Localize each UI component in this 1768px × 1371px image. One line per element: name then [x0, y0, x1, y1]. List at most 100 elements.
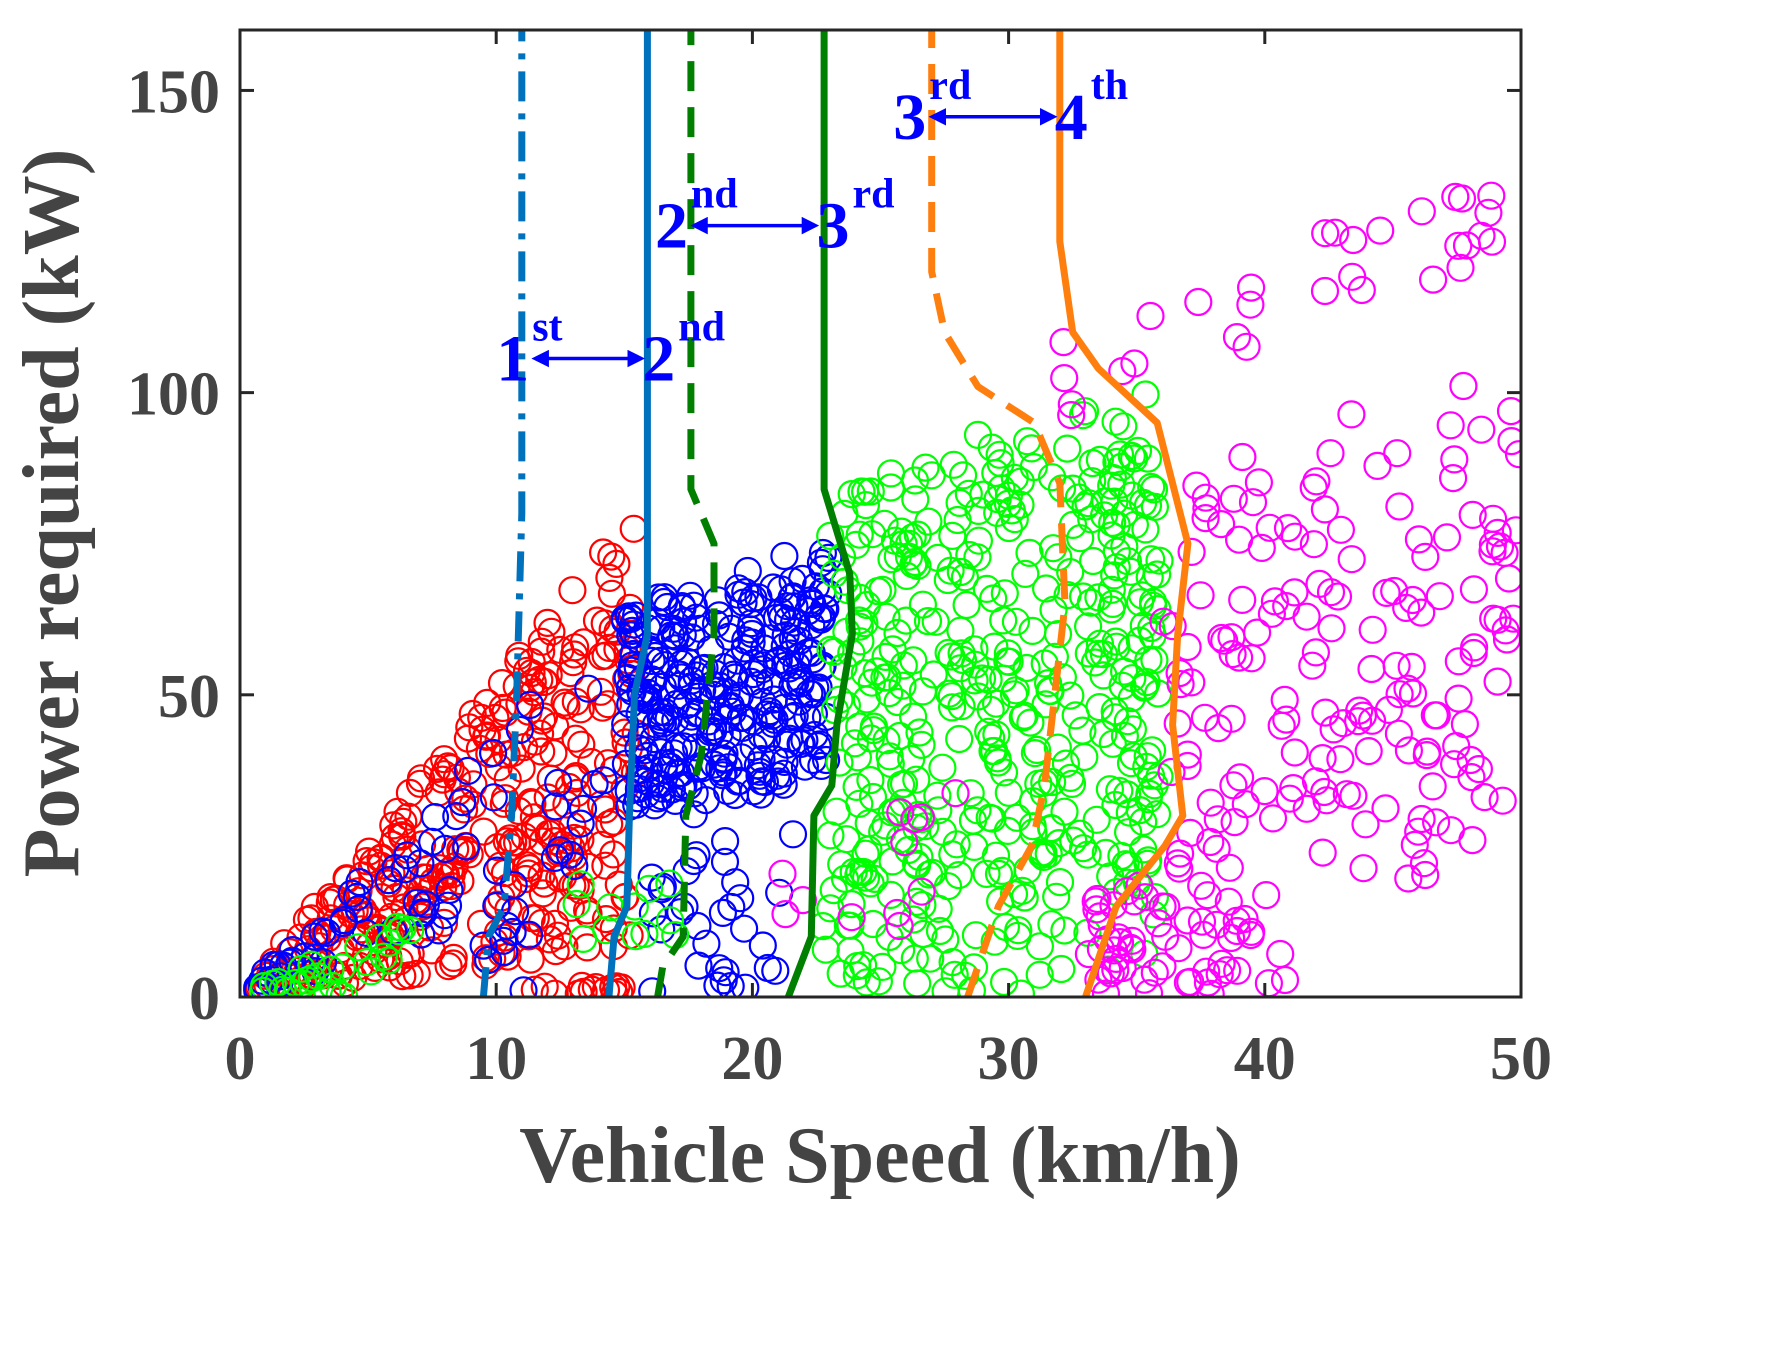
data-point [1270, 965, 1300, 995]
data-point [1319, 715, 1348, 744]
data-point [1024, 769, 1053, 798]
data-point [1129, 611, 1158, 640]
data-point [550, 688, 579, 717]
data-point [1025, 960, 1054, 989]
data-point [1186, 581, 1215, 610]
data-point [1057, 401, 1086, 430]
data-point [1347, 275, 1376, 305]
data-point [393, 841, 422, 870]
data-point [948, 461, 978, 490]
data-point [976, 695, 1005, 725]
data-point [720, 780, 750, 810]
data-point [530, 869, 559, 898]
data-point [1504, 440, 1521, 469]
data-point [1145, 546, 1174, 575]
data-point [1078, 546, 1108, 576]
data-point [541, 792, 570, 821]
data-point [1404, 525, 1434, 554]
data-point [541, 936, 570, 966]
data-point [1042, 882, 1071, 911]
data-point [540, 843, 570, 873]
data-point [561, 761, 591, 791]
data-point [1108, 357, 1137, 386]
scatter-series-4 [768, 181, 1521, 997]
data-point [617, 656, 646, 685]
data-point [1407, 197, 1436, 226]
data-point [1102, 447, 1131, 477]
data-point [646, 737, 675, 767]
data-point [1339, 781, 1368, 810]
data-point [1494, 564, 1521, 593]
data-point [759, 573, 788, 602]
data-point [1311, 698, 1340, 727]
data-point [709, 966, 738, 995]
data-point [567, 730, 596, 759]
data-point [448, 787, 477, 817]
data-point [666, 898, 695, 927]
data-point [899, 905, 928, 934]
gear-label-suffix: nd [691, 172, 738, 218]
data-point [1110, 721, 1140, 751]
data-point [935, 679, 964, 708]
data-point [941, 779, 970, 808]
data-point [1004, 916, 1033, 945]
data-point [519, 678, 549, 707]
data-point [533, 783, 562, 812]
x-tick-label: 30 [978, 1025, 1040, 1093]
data-point [655, 906, 685, 935]
data-point [1016, 708, 1045, 737]
data-point [712, 704, 741, 734]
data-point [1478, 537, 1507, 566]
data-point [439, 949, 468, 978]
data-point [1068, 582, 1098, 611]
data-point [1212, 956, 1242, 985]
data-point [569, 977, 598, 997]
data-point [1444, 684, 1473, 713]
data-point [1192, 494, 1221, 523]
data-point [1398, 585, 1427, 615]
data-point [502, 828, 532, 857]
data-point [883, 687, 912, 717]
data-point [1164, 934, 1193, 963]
data-point [703, 586, 732, 615]
data-point [1383, 439, 1412, 468]
data-point [780, 592, 809, 621]
x-tick-label: 20 [721, 1025, 783, 1093]
data-point [1057, 390, 1086, 419]
data-point [566, 809, 595, 838]
x-tick-label: 50 [1490, 1025, 1552, 1093]
data-point [595, 563, 624, 593]
data-point [1421, 808, 1451, 837]
data-point [1001, 607, 1031, 636]
data-point [595, 809, 624, 839]
data-point [1298, 651, 1327, 680]
data-point [558, 576, 587, 605]
data-point [540, 979, 569, 997]
data-point [504, 796, 533, 826]
data-point [1418, 265, 1448, 294]
data-point [589, 766, 618, 795]
data-point [845, 857, 874, 886]
data-point [1459, 575, 1489, 604]
data-point [1236, 920, 1265, 950]
data-point [1137, 736, 1167, 765]
data-point [250, 972, 279, 997]
data-point [1397, 652, 1426, 682]
data-point [447, 837, 476, 867]
data-point [1187, 907, 1217, 936]
data-point [960, 832, 989, 862]
data-point [864, 967, 894, 996]
data-point [657, 775, 687, 804]
data-point [1272, 705, 1301, 734]
data-point [830, 864, 860, 893]
data-point [816, 635, 845, 665]
data-point [1440, 445, 1469, 474]
data-point [1134, 979, 1164, 997]
data-point [453, 756, 483, 786]
data-point [345, 867, 374, 897]
data-point [832, 617, 861, 646]
data-point [885, 911, 914, 941]
data-point [946, 557, 975, 587]
data-point [858, 782, 888, 812]
